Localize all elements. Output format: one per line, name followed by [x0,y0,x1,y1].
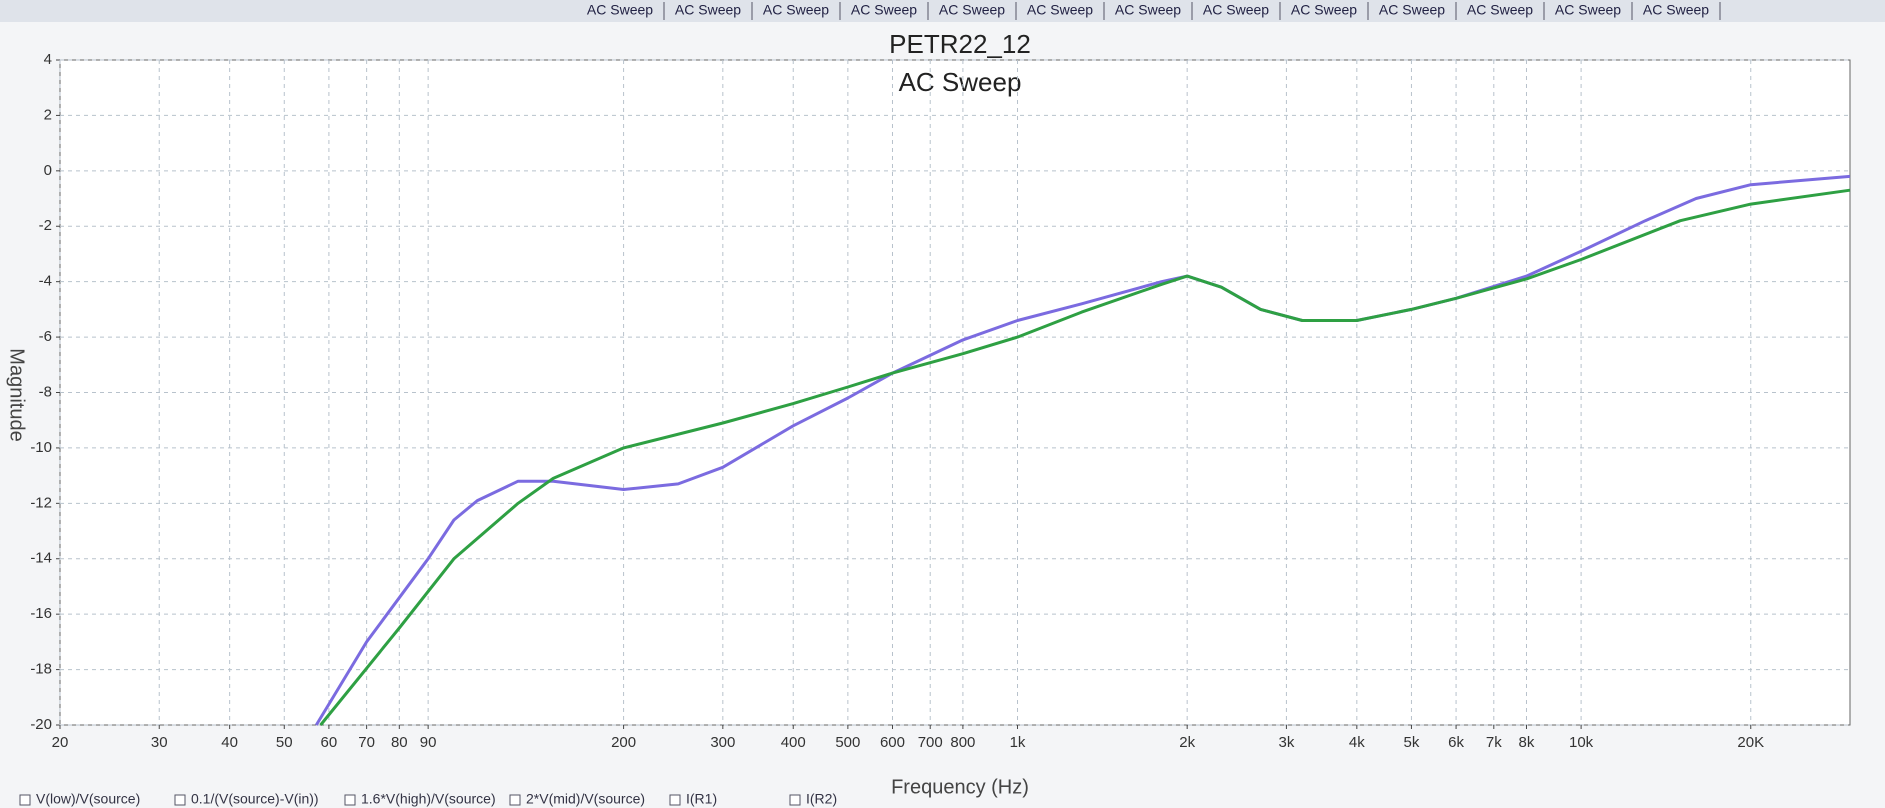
legend-checkbox [344,794,356,806]
tab-label: AC Sweep [1643,2,1709,18]
x-tick-label: 200 [611,734,636,751]
x-tick-label: 5k [1404,734,1420,751]
x-tick-label: 8k [1519,734,1535,751]
y-tick-label: -4 [39,273,52,290]
x-tick-label: 90 [420,734,437,751]
chart-subtitle: AC Sweep [899,67,1022,97]
x-tick-label: 60 [321,734,338,751]
tab-strip [0,0,1885,22]
x-tick-label: 6k [1448,734,1464,751]
y-tick-label: -10 [30,439,52,456]
y-tick-label: -18 [30,661,52,678]
tab-label: AC Sweep [1203,2,1269,18]
y-tick-label: 2 [44,106,52,123]
y-tick-label: -6 [39,328,52,345]
legend-checkbox [789,794,801,806]
x-tick-label: 70 [358,734,375,751]
legend-checkbox [669,794,681,806]
x-tick-label: 400 [781,734,806,751]
tab-label: AC Sweep [763,2,829,18]
y-tick-label: -8 [39,383,52,400]
series-line [319,188,1851,726]
legend-label: 1.6*V(high)/V(source) [361,791,496,807]
y-tick-label: 4 [44,51,52,68]
x-tick-label: 7k [1486,734,1502,751]
y-tick-label: -12 [30,494,52,511]
tab-label: AC Sweep [587,2,653,18]
tab-label: AC Sweep [1379,2,1445,18]
tab-label: AC Sweep [1027,2,1093,18]
x-tick-label: 600 [880,734,905,751]
x-tick-label: 4k [1349,734,1365,751]
x-tick-label: 50 [276,734,293,751]
x-tick-label: 700 [918,734,943,751]
tab-label: AC Sweep [675,2,741,18]
x-axis-label: Frequency (Hz) [891,776,1029,798]
legend-checkbox [509,794,521,806]
y-tick-label: -2 [39,217,52,234]
y-tick-label: -14 [30,550,52,567]
tab-label: AC Sweep [1115,2,1181,18]
legend-label: I(R1) [686,791,717,807]
x-tick-label: 40 [221,734,238,751]
legend-checkbox [174,794,186,806]
legend-label: V(low)/V(source) [36,791,140,807]
x-tick-label: 800 [950,734,975,751]
tab-label: AC Sweep [1291,2,1357,18]
y-axis-label: Magnitude [6,348,28,441]
x-tick-label: 500 [835,734,860,751]
chart-title: PETR22_12 [889,29,1031,59]
x-tick-label: 3k [1278,734,1294,751]
x-tick-label: 2k [1179,734,1195,751]
legend-label: I(R2) [806,791,837,807]
legend-label: 2*V(mid)/V(source) [526,791,645,807]
legend-checkbox [19,794,31,806]
x-tick-label: 20K [1737,734,1764,751]
x-tick-label: 300 [710,734,735,751]
y-tick-label: -16 [30,605,52,622]
x-tick-label: 10k [1569,734,1594,751]
series-line [315,174,1851,726]
tab-label: AC Sweep [939,2,1005,18]
y-tick-label: 0 [44,162,52,179]
y-tick-label: -20 [30,716,52,733]
x-tick-label: 30 [151,734,168,751]
x-tick-label: 80 [391,734,408,751]
tab-label: AC Sweep [851,2,917,18]
tab-label: AC Sweep [1467,2,1533,18]
tab-label: AC Sweep [1555,2,1621,18]
x-tick-label: 20 [52,734,69,751]
legend-label: 0.1/(V(source)-V(in)) [191,791,319,807]
x-tick-label: 1k [1010,734,1026,751]
